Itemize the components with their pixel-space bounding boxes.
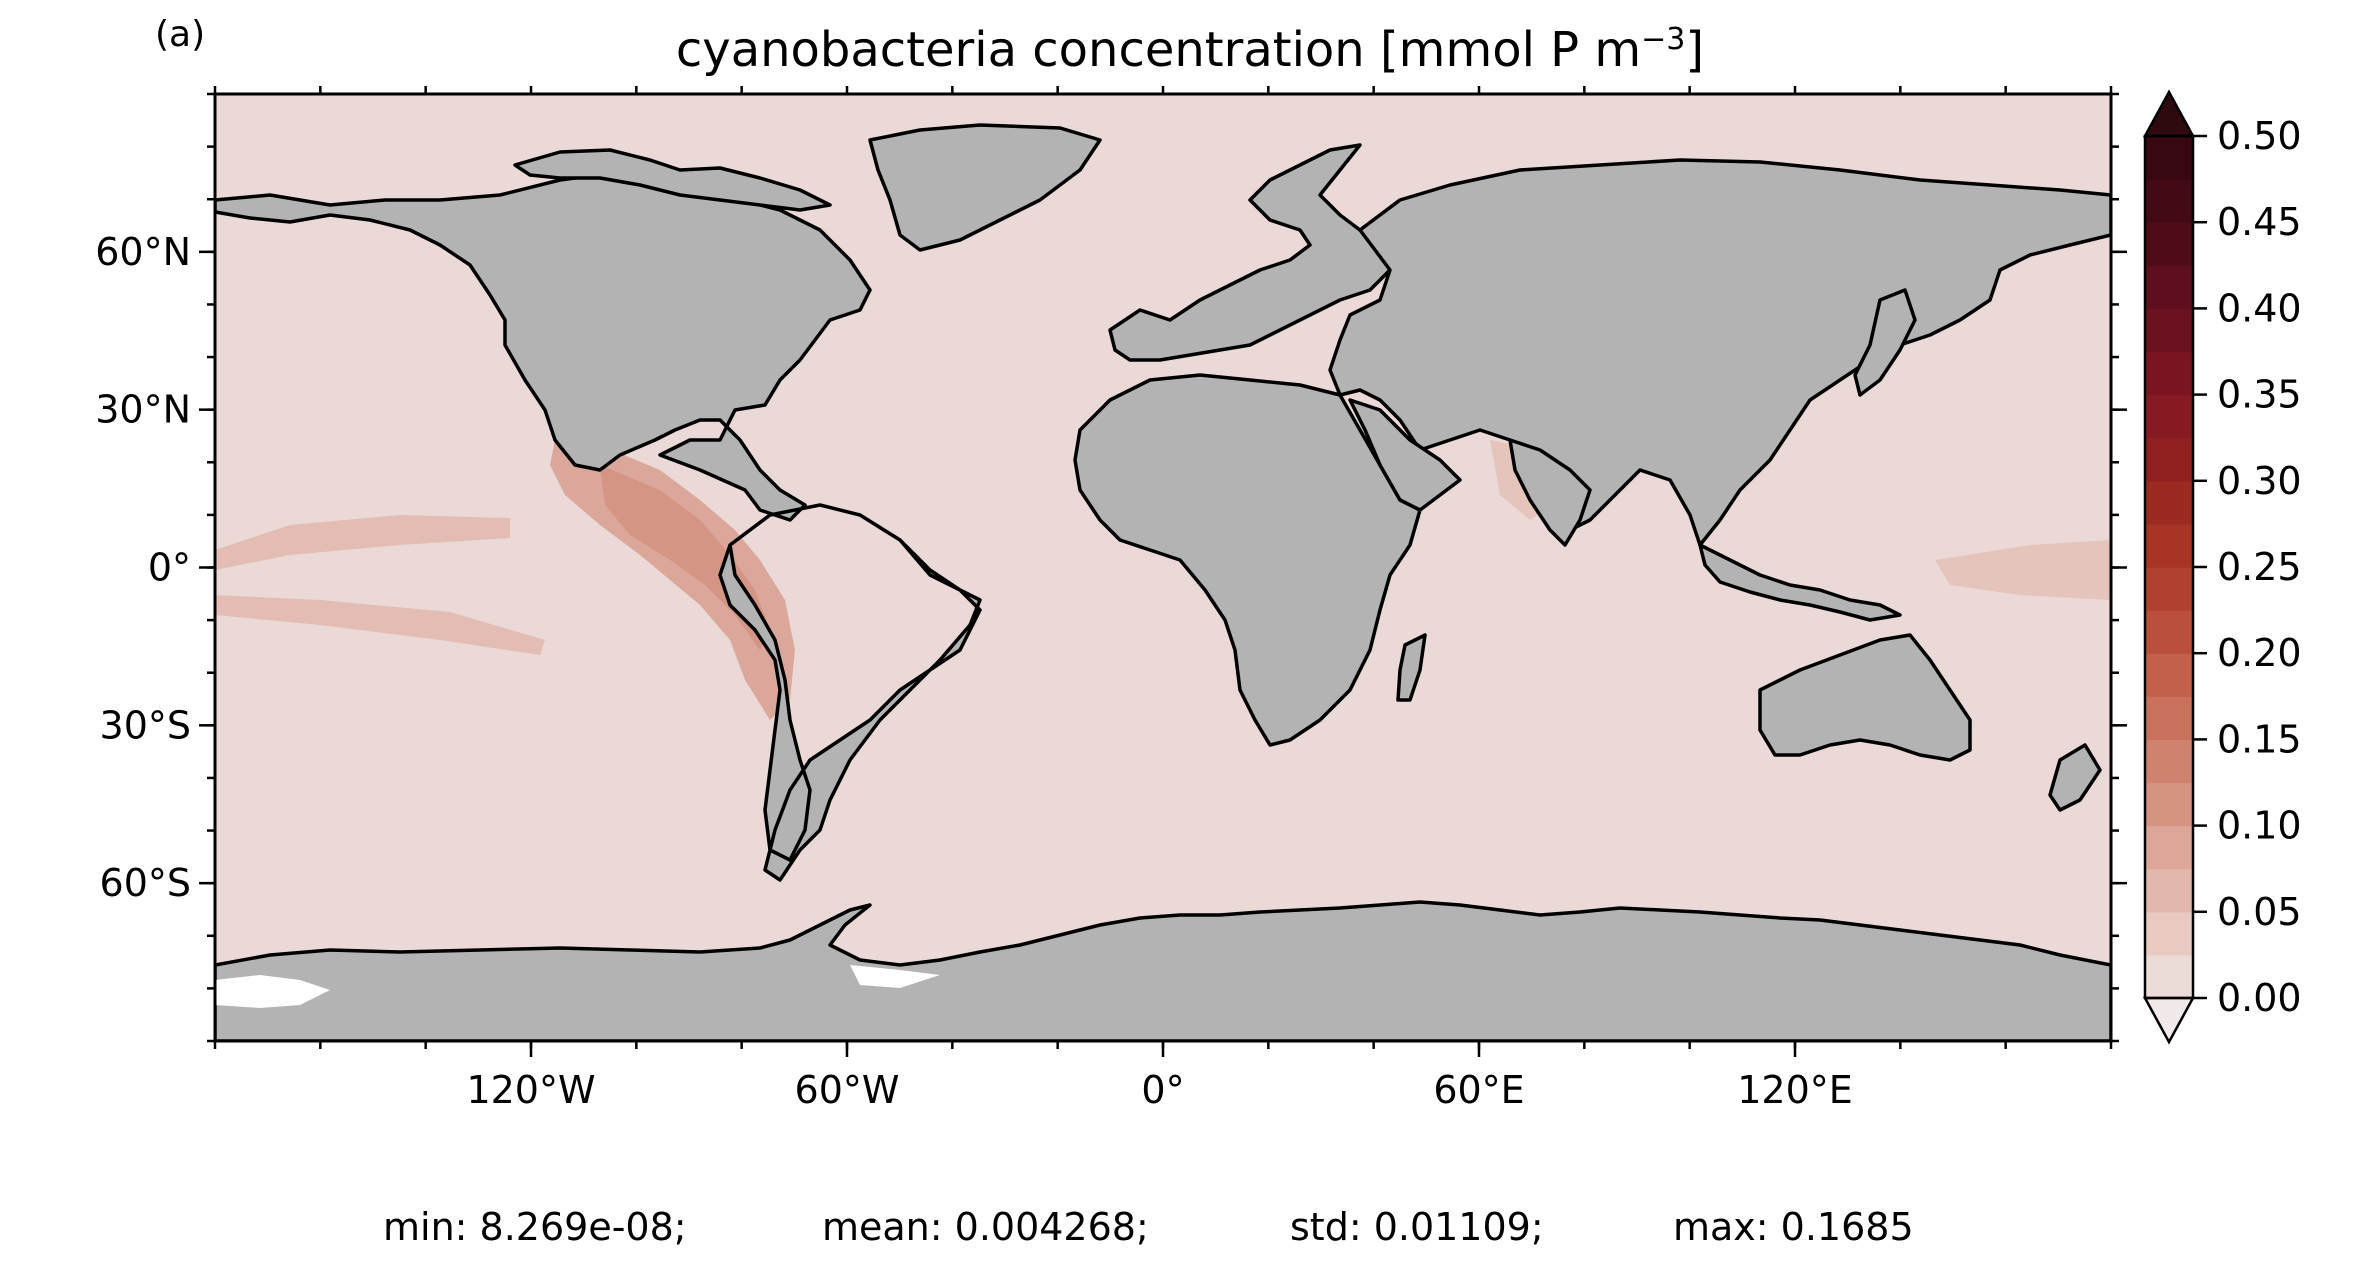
western-equatorial-pacific [1935,540,2111,600]
colorbar-tick-label: 0.50 [2217,114,2302,158]
land-masses [215,123,2111,1041]
y-tick-label: 60°S [100,861,191,905]
colorbar-segment [2145,179,2193,223]
x-tick-label: 120°E [1737,1068,1853,1112]
title-suffix: ] [1685,22,1705,78]
colorbar-segment [2145,308,2193,353]
y-tick-label: 60°N [95,230,191,274]
colorbar-segment [2145,351,2193,396]
colorbar-tick-label: 0.20 [2217,631,2302,675]
weddell-sea-ice-gap [850,965,940,988]
colorbar-segment [2145,610,2193,654]
colorbar-segment [2145,653,2193,697]
ross-sea-ice-gap [215,975,330,1008]
colorbar-tick-label: 0.05 [2217,890,2302,934]
colorbar: 0.00 0.05 0.10 0.15 0.20 0.25 0.30 0.35 0.40 0.45… [2142,89,2302,1045]
colorbar-segment [2145,696,2193,740]
antarctica [215,900,2111,1041]
colorbar-segment [2145,567,2193,611]
panel-label: (a) [155,14,206,55]
stat-min: min: 8.269e-08; [383,1205,687,1249]
colorbar-segment [2145,739,2193,784]
ice-gaps [215,965,940,1008]
y-tick-label: 30°S [100,703,191,747]
colorbar-tick-label: 0.45 [2217,200,2302,244]
colorbar-tick-label: 0.00 [2217,976,2302,1020]
arabian-peninsula [1348,398,1462,512]
colorbar-segment [2145,954,2193,999]
axis-ticks: 120°W 60°W 0° 60°E 120°E 60°N 30°N 0° 30°S 60°S [95,86,2127,1112]
south-america [718,503,982,882]
eastern-pacific-core [600,465,770,650]
colorbar-tick-label: 0.10 [2217,804,2302,848]
colorbar-tick-label: 0.30 [2217,459,2302,503]
india [1508,438,1592,547]
colorbar-segment [2145,782,2193,827]
y-tick-label: 30°N [95,388,191,432]
southeast-asia-islands [1698,543,1902,622]
colorbar-segment [2145,825,2193,870]
colorbar-segment [2145,394,2193,439]
colorbar-over-extension [2142,89,2196,138]
colorbar-segment [2145,868,2193,913]
y-tick-label: 0° [148,546,191,590]
x-tick-label: 60°E [1433,1068,1524,1112]
stat-mean: mean: 0.004268; [822,1205,1149,1249]
equatorial-pacific-north-band [215,515,510,570]
x-tick-label: 0° [1141,1068,1184,1112]
title-text: cyanobacteria concentration [mmol P m [675,22,1642,78]
colorbar-segment [2145,437,2193,482]
africa [1073,373,1422,747]
colorbar-tick-label: 0.15 [2217,717,2302,761]
title-superscript: −3 [1641,22,1686,57]
greenland [868,123,1102,252]
new-zealand [2048,743,2102,812]
australia [1758,633,1972,762]
elevated-concentration-regions [215,440,2111,720]
colorbar-tick-label: 0.25 [2217,545,2302,589]
equatorial-pacific-south-band [215,595,545,655]
x-tick-label: 120°W [466,1068,595,1112]
colorbar-segment [2145,480,2193,525]
stat-max: max: 0.1685 [1673,1205,1914,1249]
stat-std: std: 0.01109; [1290,1205,1544,1249]
europe [1108,143,1392,362]
colorbar-tick-label: 0.35 [2217,373,2302,417]
colorbar-segment [2145,265,2193,309]
japan [1853,288,1917,397]
colorbar-segment [2145,136,2193,180]
colorbar-segment [2145,911,2193,956]
colorbar-tick-label: 0.40 [2217,286,2302,330]
colorbar-segment [2145,523,2193,568]
colorbar-segment [2145,222,2193,266]
map-title: cyanobacteria concentration [mmol P m−3] [400,22,1980,78]
x-tick-label: 60°W [795,1068,900,1112]
madagascar [1396,633,1427,702]
colorbar-under-extension [2142,996,2196,1045]
canadian-archipelago [513,148,832,212]
